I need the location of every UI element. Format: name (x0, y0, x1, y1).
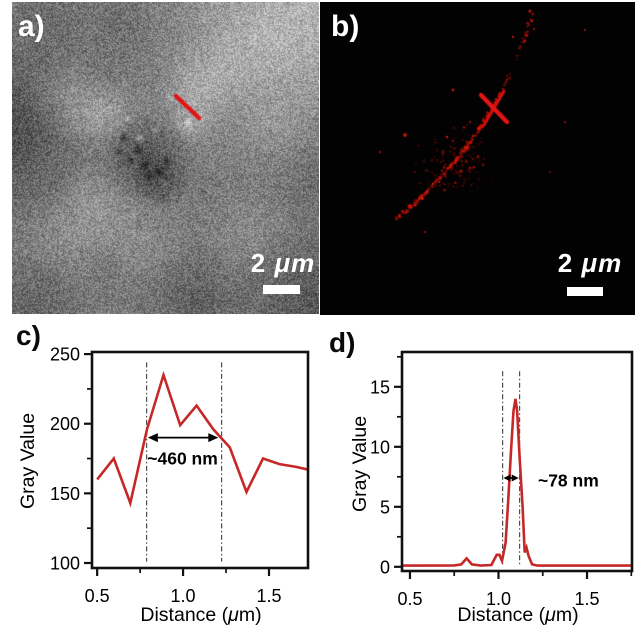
fwhm-arrow-head-left (147, 433, 158, 443)
x-tick-label: 1.5 (575, 589, 600, 609)
profile-curve (402, 398, 632, 567)
x-tick-label: 0.5 (85, 586, 110, 606)
y-tick-label: 10 (370, 437, 390, 457)
y-tick-label: 150 (50, 484, 80, 504)
x-tick-label: 1.0 (486, 589, 511, 609)
profile-curve (96, 370, 309, 508)
x-tick-label: 1.0 (171, 586, 196, 606)
scalebar-b-value: 2 (557, 248, 574, 278)
plot-frame (400, 350, 634, 573)
fluorescence-image-b (320, 2, 635, 315)
fwhm-arrow-head-right (511, 474, 519, 482)
microscopy-image-a (12, 2, 319, 314)
y-tick-label: 5 (380, 497, 390, 517)
y-tick-label: 100 (50, 553, 80, 573)
panel-label-b: b) (331, 10, 360, 43)
y-tick-label: 200 (50, 414, 80, 434)
fwhm-arrow-head-left (503, 474, 511, 482)
y-axis-label: Gray Value (349, 416, 371, 512)
x-tick-label: 1.5 (256, 586, 281, 606)
line-profile-chart-c: 0.5 1.0 1.5 100 150 200 250 Distance (μm) Gray V… (17, 345, 310, 626)
y-tick-label: 0 (380, 557, 390, 577)
x-axis-label: Distance (μm) (140, 604, 261, 626)
x-axis-label: Distance (μm) (457, 604, 578, 626)
fwhm-arrow-head-right (208, 433, 219, 443)
y-axis-label: Gray Value (17, 413, 39, 509)
scalebar-a-unit: μm (274, 248, 316, 278)
plot-frame (90, 350, 310, 570)
y-tick-label: 15 (370, 377, 390, 397)
scalebar-b-unit: μm (581, 248, 623, 278)
y-tick-label: 250 (50, 345, 80, 365)
panel-label-c: c) (16, 320, 41, 351)
scalebar-a-text: 2 μm (246, 250, 320, 276)
scalebar-a-value: 2 (250, 248, 267, 278)
fwhm-label: ~460 nm (147, 449, 218, 469)
panel-label-a: a) (18, 10, 45, 43)
line-profile-chart-d: 0.5 1.0 1.5 0 5 10 15 Distance (μm) Gray Value ~7… (349, 350, 634, 626)
panel-label-d: d) (329, 327, 356, 358)
scalebar-b-text: 2 μm (552, 250, 628, 276)
scalebar-a-bar (263, 285, 300, 294)
fwhm-label: ~78 nm (538, 470, 599, 490)
x-tick-label: 0.5 (397, 589, 422, 609)
scalebar-b-bar (567, 287, 603, 296)
